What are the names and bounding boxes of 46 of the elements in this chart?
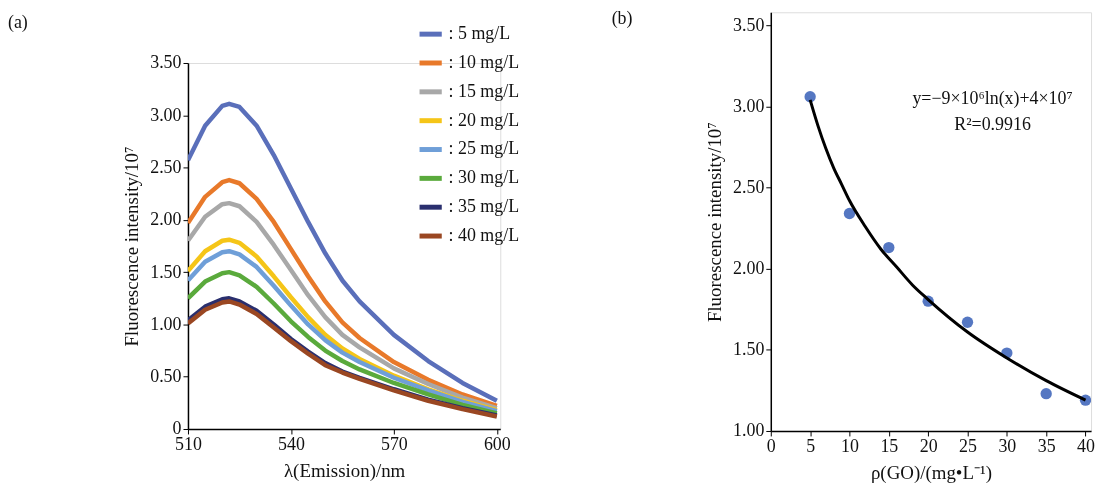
y-tick-label: 1.50 <box>150 261 182 282</box>
x-tick-label: 570 <box>380 434 408 455</box>
y-tick-label: 0.50 <box>150 366 182 387</box>
y-tick-label: 2.50 <box>150 157 182 178</box>
x-tick-label: 40 <box>1077 436 1096 457</box>
x-axis-title: λ(Emission)/nm <box>283 460 406 483</box>
point <box>843 207 856 220</box>
point <box>804 91 816 103</box>
y-tick-label: 2.50 <box>733 177 765 198</box>
x-tick-label: 540 <box>278 434 305 455</box>
x-tick-label: 5 <box>806 436 816 457</box>
text: (b) <box>611 8 633 30</box>
legend-label: : 30 mg/L <box>448 167 520 188</box>
y-axis-title: Fluorescence intensity/10⁷ <box>121 146 143 347</box>
annotation: y=−9×10⁶ln(x)+4×10⁷ <box>912 87 1073 109</box>
y-tick-label: 2.00 <box>733 258 765 279</box>
y-tick-label: 3.00 <box>733 95 765 116</box>
point <box>961 316 974 328</box>
x-tick-label: 35 <box>1037 436 1056 457</box>
x-tick-label: 10 <box>841 436 859 457</box>
x-tick-label: 30 <box>998 436 1017 457</box>
y-tick-label: 1.00 <box>150 313 182 334</box>
y-tick-label: 3.50 <box>733 14 765 35</box>
text: (a) <box>7 12 28 34</box>
x-tick-label: 600 <box>483 434 511 455</box>
x-axis-title: ρ(GO)/(mg•L⁻¹) <box>870 462 992 485</box>
y-axis-title: Fluorescence intensity/10⁷ <box>704 122 726 323</box>
y-tick-label: 2.00 <box>150 209 182 230</box>
legend-label: : 15 mg/L <box>448 80 520 101</box>
x-tick-label: 25 <box>959 436 977 457</box>
x-tick-label: 15 <box>880 436 899 457</box>
legend-label: : 5 mg/L <box>448 23 511 44</box>
y-tick-label: 3.00 <box>150 104 182 125</box>
annotation: R²=0.9916 <box>954 113 1031 134</box>
legend-label: : 35 mg/L <box>448 196 520 217</box>
point <box>1040 388 1052 400</box>
x-tick-label: 20 <box>919 436 938 457</box>
legend-label: : 25 mg/L <box>448 138 520 159</box>
point <box>883 241 895 254</box>
legend-label: : 20 mg/L <box>448 109 520 130</box>
legend-label: : 10 mg/L <box>448 51 520 72</box>
legend-label: : 40 mg/L <box>448 225 520 246</box>
x-tick-label: 510 <box>175 434 202 455</box>
y-tick-label: 3.50 <box>150 52 182 73</box>
y-tick-label: 1.00 <box>733 420 765 441</box>
y-tick-label: 1.50 <box>733 339 765 360</box>
